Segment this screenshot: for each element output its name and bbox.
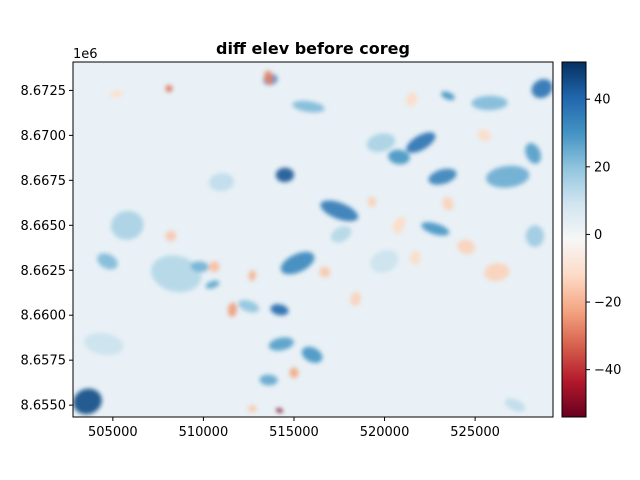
heatmap-patch <box>247 405 257 413</box>
heatmap-patch <box>109 89 124 99</box>
x-axis: 505000 510000 515000 520000 525000 <box>88 417 500 440</box>
heatmap-patch <box>370 249 399 273</box>
heatmap-patch <box>111 210 144 240</box>
y-tick-label: 8.6575 <box>21 354 67 369</box>
x-tick-label: 505000 <box>88 425 138 440</box>
heatmap <box>73 62 553 417</box>
axes-frame <box>72 61 554 418</box>
heatmap-patch <box>292 100 325 113</box>
colorbar-gradient <box>562 62 586 417</box>
heatmap-patch <box>301 346 323 363</box>
heatmap-patch <box>275 167 294 183</box>
x-tick-label: 510000 <box>179 425 229 440</box>
y-offset-text: 1e6 <box>73 47 98 62</box>
heatmap-patch <box>330 226 352 243</box>
heatmap-patch <box>525 143 542 164</box>
heatmap-patch <box>97 253 118 270</box>
colorbar-tick-label: 40 <box>594 93 611 108</box>
colorbar-frame <box>561 61 587 418</box>
heatmap-patch <box>151 255 202 293</box>
heatmap-patch <box>270 304 289 316</box>
heatmap-patch <box>208 261 220 273</box>
heatmap-patch <box>471 95 508 111</box>
heatmap-patch <box>406 92 418 107</box>
heatmap-patch <box>392 216 406 234</box>
heatmap-patch <box>73 388 102 415</box>
heatmap-patch <box>248 270 256 281</box>
heatmap-patch <box>259 374 278 386</box>
heatmap-background <box>73 62 553 417</box>
heatmap-patch <box>442 196 454 211</box>
y-tick-label: 8.6625 <box>21 264 67 279</box>
colorbar-tick-label: −40 <box>594 363 621 378</box>
x-tick-label: 520000 <box>360 425 410 440</box>
heatmap-patch <box>319 266 331 278</box>
heatmap-patch <box>275 408 284 413</box>
heatmap-patch <box>238 300 260 313</box>
heatmap-patch <box>268 337 294 351</box>
heatmap-patch <box>504 398 526 412</box>
heatmap-patch <box>227 302 237 317</box>
heatmap-patch <box>421 222 450 236</box>
heatmap-patch <box>165 230 177 242</box>
heatmap-patch <box>457 239 476 255</box>
heatmap-patch <box>367 196 377 208</box>
y-tick-label: 8.6650 <box>21 219 67 234</box>
y-axis: 8.6550 8.6575 8.6600 8.6625 8.6650 8.6675 8.67… <box>21 84 73 414</box>
heatmap-patch <box>486 165 530 188</box>
x-tick-label: 525000 <box>450 425 500 440</box>
heatmap-patch <box>428 168 457 185</box>
heatmap-patch <box>205 280 220 289</box>
heatmap-patch <box>441 91 455 101</box>
colorbar-tick-label: 0 <box>594 228 602 243</box>
heatmap-patch <box>525 225 545 247</box>
heatmap-patch <box>477 129 492 142</box>
y-tick-label: 8.6700 <box>21 129 67 144</box>
heatmap-patch <box>280 251 315 275</box>
heatmap-patch <box>531 79 553 99</box>
chart-title: diff elev before coreg <box>216 39 410 58</box>
heatmap-patch <box>84 332 124 356</box>
heatmap-patch <box>409 250 421 265</box>
colorbar-tick-label: −20 <box>594 296 621 311</box>
y-tick-label: 8.6725 <box>21 84 67 99</box>
heatmap-patch <box>208 173 235 192</box>
heatmap-patch <box>406 132 436 153</box>
heatmap-patch <box>165 84 173 93</box>
y-tick-label: 8.6675 <box>21 174 67 189</box>
heatmap-patch <box>190 261 209 273</box>
heatmap-patch <box>264 70 274 85</box>
heatmap-patch <box>388 149 410 165</box>
y-tick-label: 8.6600 <box>21 309 67 324</box>
heatmap-patch <box>366 133 396 153</box>
heatmap-patch <box>289 367 299 379</box>
heatmap-patch <box>350 291 362 307</box>
x-tick-label: 515000 <box>269 425 319 440</box>
colorbar: −40 −20 0 20 40 <box>561 61 621 418</box>
heatmap-patch <box>320 200 359 222</box>
heatmap-patch <box>484 263 510 282</box>
colorbar-tick-label: 20 <box>594 160 611 175</box>
y-tick-label: 8.6550 <box>21 399 67 414</box>
